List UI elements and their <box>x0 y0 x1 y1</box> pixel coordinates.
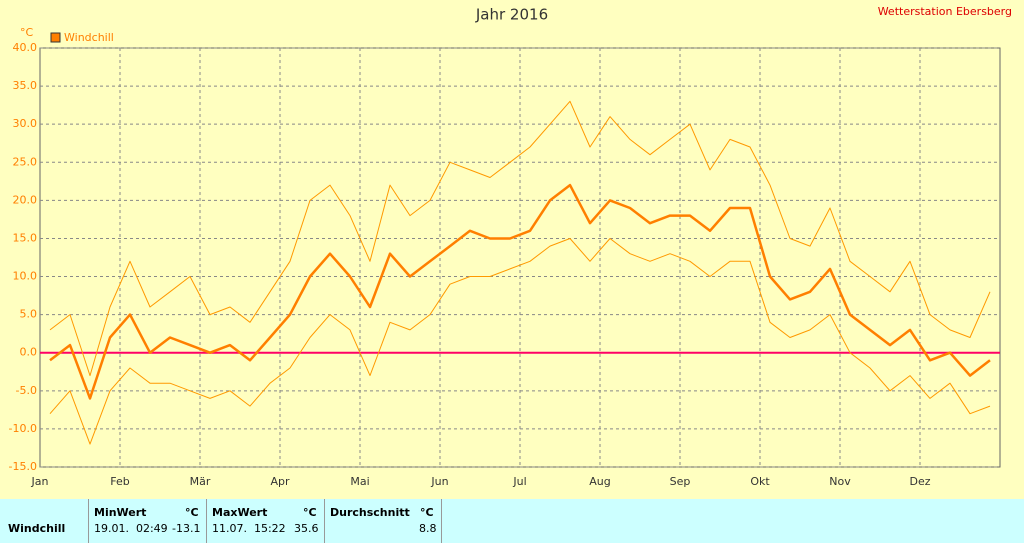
y-tick-label: -15.0 <box>9 460 37 473</box>
x-tick-label: Okt <box>750 475 770 488</box>
series-line <box>49 100 991 377</box>
min-time: 19.01. 02:49 <box>94 522 168 535</box>
chart: Jahr 2016 Wetterstation Ebersberg °C Win… <box>0 0 1024 499</box>
x-tick-label: Nov <box>829 475 851 488</box>
divider <box>206 499 207 543</box>
header: MaxWert <box>212 506 268 519</box>
x-tick-label: Aug <box>589 475 610 488</box>
y-unit: °C <box>20 26 34 39</box>
avg-value: 8.8 <box>419 522 437 535</box>
x-tick-label: Jul <box>512 475 526 488</box>
y-tick-label: 30.0 <box>13 117 38 130</box>
y-tick-label: 40.0 <box>13 41 38 54</box>
row-label: Windchill <box>8 522 66 535</box>
x-tick-label: Jan <box>31 475 49 488</box>
header: Durchschnitt <box>330 506 410 519</box>
y-tick-label: 20.0 <box>13 193 38 206</box>
x-tick-label: Mär <box>190 475 211 488</box>
x-tick-label: Jun <box>430 475 448 488</box>
x-tick-label: Apr <box>270 475 290 488</box>
series-line <box>49 183 991 400</box>
min-value: -13.1 <box>172 522 201 535</box>
divider <box>88 499 89 543</box>
legend-label: Windchill <box>64 31 114 44</box>
divider <box>441 499 442 543</box>
max-value: 35.6 <box>294 522 319 535</box>
x-tick-label: Mai <box>350 475 369 488</box>
x-tick-label: Sep <box>670 475 691 488</box>
y-tick-label: 15.0 <box>13 231 38 244</box>
legend-swatch <box>50 32 61 43</box>
stats-table: MinWert °C MaxWert °C Durchschnitt °C Wi… <box>0 499 1024 543</box>
chart-title: Jahr 2016 <box>475 6 548 24</box>
y-tick-label: 25.0 <box>13 155 38 168</box>
y-tick-label: 35.0 <box>13 79 38 92</box>
y-tick-label: -10.0 <box>9 422 37 435</box>
header: °C <box>420 506 434 519</box>
station-name: Wetterstation Ebersberg <box>878 5 1012 18</box>
y-tick-label: 10.0 <box>13 270 38 283</box>
y-tick-label: 0.0 <box>20 346 38 359</box>
y-tick-label: -5.0 <box>16 384 37 397</box>
header: °C <box>303 506 317 519</box>
header: °C <box>185 506 199 519</box>
header: MinWert <box>94 506 147 519</box>
x-tick-label: Feb <box>110 475 129 488</box>
max-time: 11.07. 15:22 <box>212 522 286 535</box>
y-tick-label: 5.0 <box>20 308 38 321</box>
background <box>0 0 1024 499</box>
divider <box>324 499 325 543</box>
series-line <box>49 238 991 445</box>
x-tick-label: Dez <box>909 475 930 488</box>
